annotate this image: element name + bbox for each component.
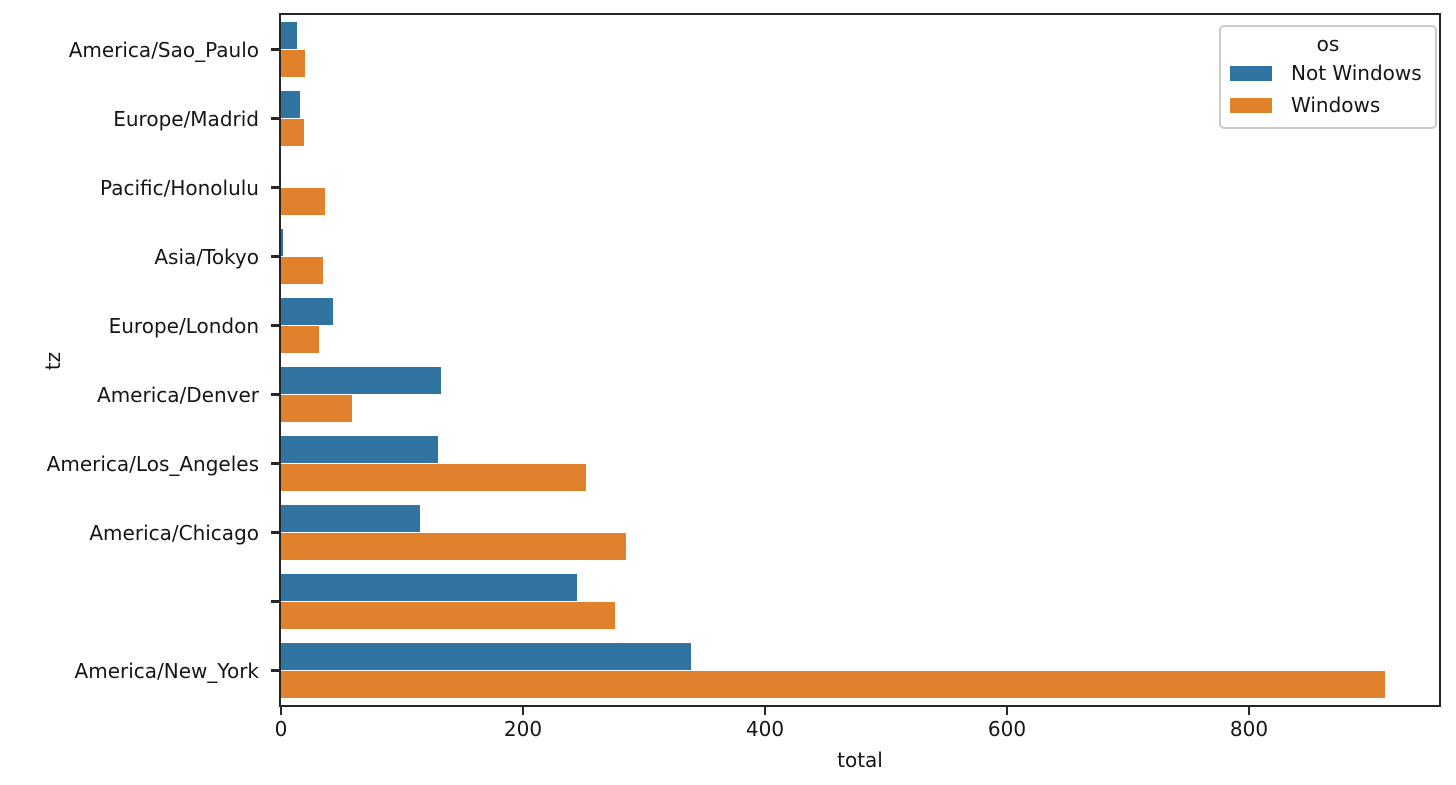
y-tick-mark [271,186,279,189]
bar-windows [281,394,353,423]
x-tick-mark [1005,707,1009,715]
legend-swatch-not-windows [1230,65,1272,81]
bar-windows [281,601,615,630]
x-tick-label: 400 [745,717,785,741]
y-tick-mark [271,324,279,327]
y-tick-label: America/Los_Angeles [46,451,259,476]
bar-not-windows [281,573,578,602]
bar-windows [281,325,319,354]
y-tick-mark [271,462,279,465]
x-tick-mark [1247,707,1251,715]
y-tick-mark [271,117,279,120]
x-axis-title: total [837,748,883,772]
bar-not-windows [281,642,692,671]
legend-item-label: Not Windows [1291,61,1422,85]
x-tick-label: 600 [987,717,1027,741]
x-tick-mark [279,707,283,715]
y-tick-label: America/Sao_Paulo [68,37,259,62]
y-tick-label: America/New_York [74,658,259,683]
y-tick-label: America/Chicago [89,520,259,545]
bar-windows [281,463,586,492]
legend-swatch-windows [1230,97,1272,113]
y-tick-mark [271,393,279,396]
y-axis-title: tz [41,351,65,371]
bar-windows [281,532,626,561]
x-tick-mark [763,707,767,715]
bar-not-windows [281,21,297,50]
bar-not-windows [281,228,284,257]
bar-windows [281,670,1385,699]
legend-item-label: Windows [1291,93,1381,117]
y-tick-label: Europe/London [108,313,259,338]
bar-not-windows [281,504,421,533]
x-tick-label: 0 [274,717,288,741]
y-tick-label: Europe/Madrid [113,106,259,131]
y-tick-mark [271,48,279,51]
legend-items: Not Windows Windows [1221,57,1435,121]
y-tick-mark [271,531,279,534]
x-tick-mark [521,707,525,715]
bar-not-windows [281,297,334,326]
legend: os Not Windows Windows [1219,25,1437,129]
bar-not-windows [281,90,301,119]
legend-item: Not Windows [1221,57,1435,89]
y-tick-mark [271,669,279,672]
x-tick-label: 800 [1229,717,1269,741]
bar-not-windows [281,435,439,464]
bar-windows [281,187,325,216]
y-tick-mark [271,255,279,258]
y-tick-label: America/Denver [97,382,259,407]
bar-windows [281,49,306,78]
y-tick-mark [271,600,279,603]
legend-item: Windows [1221,89,1435,121]
x-tick-label: 200 [503,717,543,741]
y-tick-label: Pacific/Honolulu [100,175,259,200]
bar-not-windows [281,366,441,395]
y-tick-label: Asia/Tokyo [154,244,259,269]
legend-title: os [1316,32,1340,56]
bar-windows [281,118,304,147]
bar-windows [281,256,324,285]
